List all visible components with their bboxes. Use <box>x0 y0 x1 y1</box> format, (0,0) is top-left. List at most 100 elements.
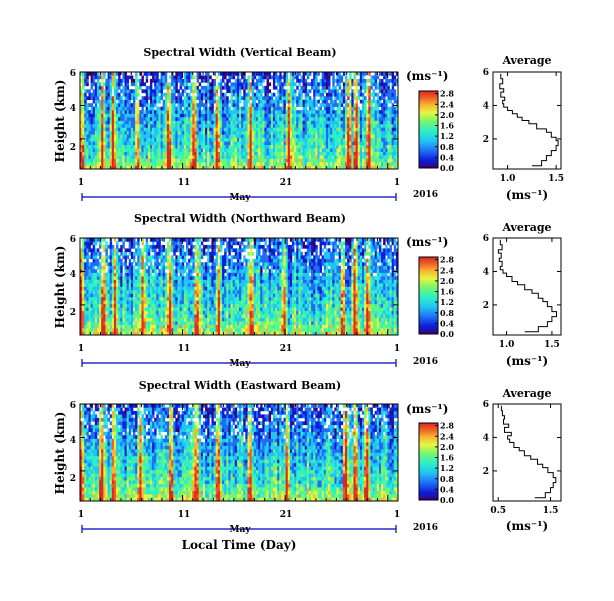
heatmap-cell <box>270 75 274 80</box>
heatmap-cell <box>183 85 187 90</box>
heatmap-cell <box>313 110 316 114</box>
heatmap-cell <box>330 162 333 166</box>
heatmap-cell <box>126 148 130 152</box>
heatmap-cell <box>186 99 189 104</box>
heatmap-cell <box>226 162 229 166</box>
heatmap-cell <box>143 165 147 170</box>
heatmap-cell <box>219 127 223 132</box>
heatmap-cell <box>198 99 202 104</box>
heatmap-cell <box>376 165 380 170</box>
heatmap-cell <box>230 165 233 170</box>
heatmap-cell <box>321 162 325 166</box>
heatmap-cell <box>279 113 282 118</box>
heatmap-cell <box>355 127 359 132</box>
heatmap-cell <box>171 103 174 107</box>
heatmap-cell <box>183 123 187 128</box>
heatmap-cell <box>347 134 350 139</box>
heatmap-cell <box>302 162 306 166</box>
heatmap-cell <box>147 269 151 273</box>
heatmap-cell <box>323 162 327 166</box>
heatmap-cell <box>383 120 386 125</box>
heatmap-cell <box>88 286 91 291</box>
heatmap-cell <box>209 110 212 114</box>
heatmap-cell <box>135 328 138 332</box>
heatmap-cell <box>96 296 100 301</box>
heatmap-cell <box>80 265 83 270</box>
heatmap-cell <box>202 117 206 121</box>
heatmap-cell <box>205 99 208 104</box>
heatmap-cell <box>99 300 102 305</box>
heatmap-cell <box>266 106 269 111</box>
heatmap-cell <box>213 99 216 104</box>
heatmap-cell <box>262 110 265 114</box>
heatmap-cell <box>194 117 197 121</box>
heatmap-cell <box>374 130 378 135</box>
heatmap-cell <box>116 158 119 163</box>
heatmap-cell <box>175 137 178 142</box>
heatmap-cell <box>241 155 244 159</box>
heatmap-cell <box>152 141 155 146</box>
heatmap-cell <box>296 117 299 121</box>
heatmap-cell <box>103 300 106 305</box>
heatmap-cell <box>253 165 257 170</box>
heatmap-cell <box>96 134 100 139</box>
heatmap-cell <box>160 113 163 118</box>
heatmap-cell <box>372 158 375 163</box>
heatmap-cell <box>361 103 365 107</box>
heatmap-cell <box>122 162 125 166</box>
heatmap-cell <box>211 103 214 107</box>
heatmap-cell <box>118 141 121 146</box>
heatmap-cell <box>113 331 117 336</box>
heatmap-cell <box>319 151 322 156</box>
heatmap-cell <box>385 117 388 121</box>
heatmap-cell <box>226 103 229 107</box>
heatmap-cell <box>103 134 106 139</box>
heatmap-cell <box>105 328 108 332</box>
heatmap-cell <box>275 144 278 149</box>
heatmap-cell <box>128 110 132 114</box>
heatmap-cell <box>224 165 227 170</box>
heatmap-cell <box>241 75 244 80</box>
heatmap-cell <box>152 331 155 336</box>
heatmap-cell <box>315 123 318 128</box>
heatmap-cell <box>124 324 127 329</box>
heatmap-cell <box>243 89 246 94</box>
heatmap-cell <box>338 148 342 152</box>
heatmap-cell <box>96 310 100 315</box>
heatmap-cell <box>353 96 356 101</box>
heatmap-cell <box>175 89 178 94</box>
heatmap-cell <box>374 82 378 87</box>
heatmap-cell <box>147 103 151 107</box>
heatmap-cell <box>281 155 284 159</box>
heatmap-cell <box>124 127 127 132</box>
heatmap-cell <box>122 286 125 291</box>
heatmap-cell <box>340 130 344 135</box>
heatmap-cell <box>247 127 250 132</box>
heatmap-cell <box>162 103 166 107</box>
heatmap-cell <box>82 117 85 121</box>
heatmap-cell <box>376 120 380 125</box>
heatmap-cell <box>139 324 142 329</box>
heatmap-cell <box>353 130 356 135</box>
heatmap-cell <box>145 248 149 253</box>
heatmap-cell <box>152 148 155 152</box>
heatmap-cell <box>232 123 236 128</box>
heatmap-cell <box>96 324 100 329</box>
heatmap-cell <box>387 127 390 132</box>
heatmap-cell <box>124 258 127 263</box>
heatmap-cell <box>270 134 274 139</box>
heatmap-cell <box>289 165 293 170</box>
heatmap-cell <box>328 82 331 87</box>
heatmap-cell <box>313 137 316 142</box>
heatmap-cell <box>177 103 180 107</box>
heatmap-cell <box>304 141 308 146</box>
heatmap-cell <box>90 321 94 325</box>
heatmap-cell <box>198 120 202 125</box>
heatmap-cell <box>80 310 83 315</box>
heatmap-cell <box>113 158 117 163</box>
heatmap-cell <box>270 130 274 135</box>
heatmap-cell <box>90 78 94 83</box>
heatmap-cell <box>372 117 375 121</box>
colorbar-tick-label: 1.2 <box>440 131 454 141</box>
heatmap-cell <box>302 141 306 146</box>
